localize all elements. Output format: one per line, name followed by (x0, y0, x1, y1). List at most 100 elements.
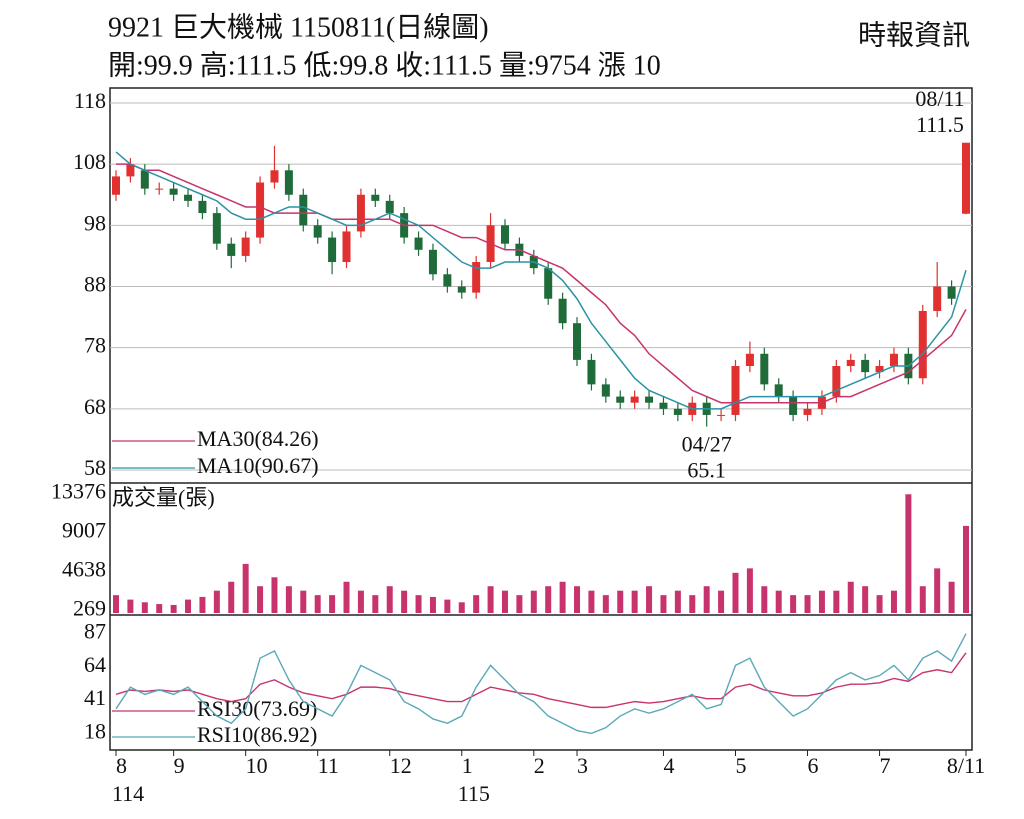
x-tick-label: 8 (116, 753, 127, 778)
y-tick-label: 78 (84, 333, 106, 358)
volume-bar (862, 586, 869, 613)
volume-bar (300, 590, 307, 613)
candle-body (875, 366, 884, 373)
candle-body (284, 170, 293, 195)
y-tick-label: 41 (84, 685, 106, 710)
candle-body (328, 237, 337, 263)
x-tick-label: 4 (663, 753, 674, 778)
volume-bar (890, 590, 897, 613)
candle-body (933, 286, 942, 311)
panel-title: 成交量(張) (112, 485, 215, 510)
candle-body (760, 353, 769, 385)
candle-body (342, 231, 351, 263)
volume-bar (876, 595, 883, 613)
annotation-value: 65.1 (687, 458, 726, 483)
volume-bar (516, 595, 523, 613)
candle-body (414, 237, 423, 250)
chart-title: 9921 巨大機械 1150811(日線圖) (108, 11, 489, 43)
volume-bar (631, 590, 638, 613)
volume-bar (934, 568, 941, 613)
candle-body (774, 384, 783, 397)
volume-bar (746, 568, 753, 613)
volume-bar (242, 563, 249, 613)
volume-bar (689, 595, 696, 613)
x-tick-label: 11 (318, 753, 339, 778)
volume-bar (775, 590, 782, 613)
x-tick-label: 9 (174, 753, 185, 778)
candle-body (544, 268, 553, 299)
legend-label: RSI10(86.92) (197, 722, 317, 747)
candle-body (270, 170, 279, 183)
candle-body (299, 194, 308, 226)
candle-body (962, 142, 970, 214)
volume-bar (818, 590, 825, 613)
y-tick-label: 9007 (62, 518, 106, 543)
y-tick-label: 98 (84, 210, 106, 235)
candle-body (558, 298, 567, 324)
candle-body (313, 225, 322, 238)
candle-body (428, 249, 437, 275)
candle-body (241, 237, 250, 256)
volume-bar (761, 586, 768, 613)
volume-bar (444, 599, 451, 613)
volume-bar (170, 604, 177, 613)
volume-bar (386, 586, 393, 613)
candle-body (573, 323, 582, 360)
rsi-line (115, 633, 967, 735)
volume-bar (703, 586, 710, 613)
candle-body (745, 353, 754, 367)
volume-bar (674, 590, 681, 613)
volume-bar (847, 581, 854, 613)
y-tick-label: 87 (84, 619, 106, 644)
plot-frame (109, 87, 973, 751)
volume-bar (804, 595, 811, 613)
candle-body (212, 213, 221, 244)
candle-body (155, 188, 164, 190)
x-tick-label: 12 (390, 753, 412, 778)
y-tick-label: 58 (84, 455, 106, 480)
candle-body (803, 408, 812, 415)
legend-label: MA10(90.67) (197, 453, 319, 478)
candle-body (616, 396, 625, 403)
volume-bar (530, 590, 537, 613)
volume-bar (501, 590, 508, 613)
volume-bar (343, 581, 350, 613)
x-tick-label: 10 (246, 753, 268, 778)
volume-bar (329, 595, 336, 613)
x-tick-label: 5 (735, 753, 746, 778)
volume-bar (401, 590, 408, 613)
candle-body (601, 384, 610, 397)
legend-label: RSI30(73.69) (197, 696, 317, 721)
volume-bar (559, 581, 566, 613)
legend-label: MA30(84.26) (197, 426, 319, 451)
x-tick-label: 8/11 (947, 753, 985, 778)
volume-bar (574, 586, 581, 613)
candle-body (630, 396, 639, 403)
volume-bar (948, 581, 955, 613)
y-tick-label: 18 (84, 718, 106, 743)
y-tick-label: 4638 (62, 557, 106, 582)
volume-bar (185, 599, 192, 613)
volume-bar (113, 595, 119, 613)
volume-bar (646, 586, 653, 613)
y-tick-label: 13376 (51, 479, 106, 504)
candle-body (112, 176, 120, 195)
volume-bar (732, 572, 739, 613)
candle-body (673, 408, 682, 415)
volume-bar (473, 595, 480, 613)
volume-bar (127, 599, 134, 613)
volume-bar (357, 590, 364, 613)
candle-body (717, 414, 726, 416)
source: 時報資訊 (858, 19, 970, 51)
y-tick-label: 118 (74, 88, 106, 113)
candle-body (587, 359, 596, 385)
candle-body (789, 396, 798, 415)
volume-bar (213, 590, 220, 613)
y-tick-label: 68 (84, 394, 106, 419)
candle-body (500, 225, 509, 244)
volume-bar (156, 604, 163, 613)
x-tick-label: 7 (880, 753, 891, 778)
volume-bar (372, 595, 379, 613)
volume-bar (228, 581, 235, 613)
